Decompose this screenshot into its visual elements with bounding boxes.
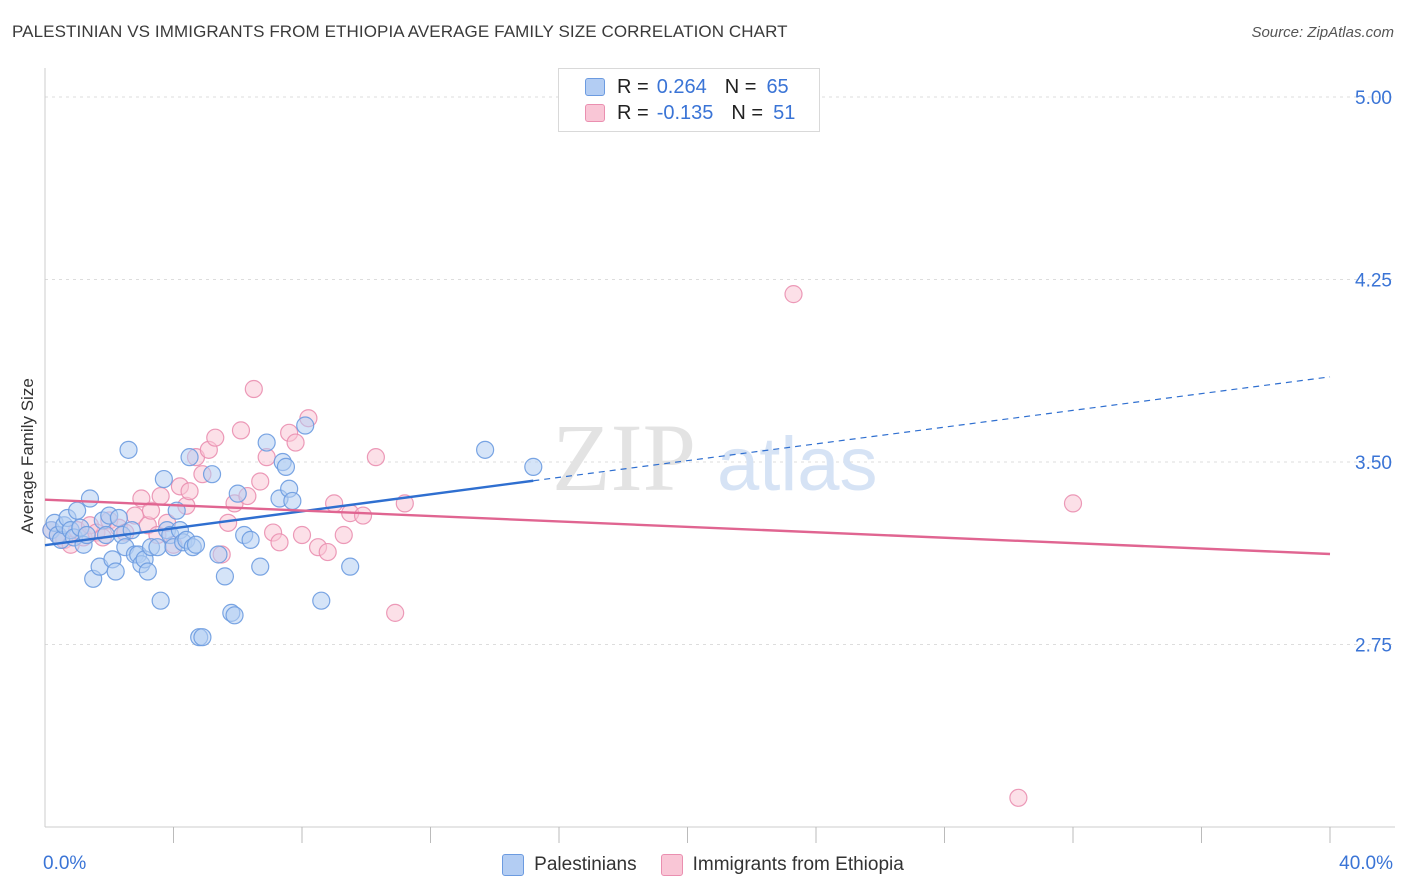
legend-label-ethiopia: Immigrants from Ethiopia — [692, 854, 904, 875]
point-palestinian — [68, 501, 87, 520]
point-palestinian — [119, 440, 138, 459]
r-label: R = — [617, 75, 649, 98]
point-ethiopia — [151, 486, 170, 506]
point-ethiopia — [366, 448, 385, 467]
trend-line-palestinians-extension — [533, 376, 1331, 482]
point-palestinian — [215, 567, 234, 586]
point-palestinian — [202, 465, 222, 484]
point-ethiopia — [270, 533, 289, 552]
r-value-ethiopia: -0.135 — [656, 101, 714, 124]
point-palestinian — [257, 433, 276, 452]
source-label: Source: ZipAtlas.com — [1251, 24, 1394, 41]
watermark-zip: ZIP — [552, 404, 696, 511]
point-palestinian — [241, 530, 260, 549]
watermark-atlas: atlas — [717, 422, 878, 507]
series-legend: Palestinians Immigrants from Ethiopia — [0, 851, 1406, 879]
y-tick-label: 5.00 — [1355, 88, 1392, 109]
point-ethiopia — [231, 421, 251, 440]
legend-swatch-blue — [502, 854, 525, 876]
watermark: ZIP atlas — [552, 404, 878, 511]
point-palestinian — [524, 457, 543, 476]
point-palestinian — [186, 535, 206, 554]
correlation-legend: R = 0.264 N = 65 R = -0.135 N = 51 — [558, 68, 820, 132]
point-palestinian — [151, 591, 170, 610]
legend-row-palestinians: R = 0.264 N = 65 — [585, 74, 789, 100]
r-label: R = — [617, 101, 649, 124]
point-palestinian — [154, 469, 173, 489]
point-palestinian — [225, 606, 244, 625]
y-tick-label: 3.50 — [1355, 453, 1392, 474]
axis-layer — [44, 68, 1395, 843]
point-ethiopia — [206, 428, 225, 447]
point-palestinian — [122, 521, 141, 540]
point-palestinian — [209, 545, 228, 564]
chart-title: PALESTINIAN VS IMMIGRANTS FROM ETHIOPIA … — [12, 22, 788, 41]
point-ethiopia — [286, 433, 305, 452]
trend-line-ethiopia — [44, 498, 1331, 556]
point-palestinian — [96, 525, 116, 545]
point-palestinian — [476, 440, 495, 459]
point-ethiopia — [244, 379, 263, 399]
legend-row-ethiopia: R = -0.135 N = 51 — [585, 100, 795, 126]
grid-layer — [45, 96, 1395, 646]
point-ethiopia — [1009, 788, 1028, 807]
point-palestinian — [193, 628, 212, 647]
point-palestinian — [283, 491, 302, 511]
point-palestinian — [276, 457, 296, 476]
point-ethiopia — [141, 501, 161, 520]
legend-item-ethiopia[interactable]: Immigrants from Ethiopia — [660, 854, 904, 876]
legend-label-palestinians: Palestinians — [534, 854, 637, 875]
point-palestinian — [296, 416, 315, 435]
point-palestinian — [251, 557, 270, 576]
legend-swatch-pink — [660, 854, 683, 876]
point-ethiopia — [334, 525, 353, 545]
y-tick-label: 2.75 — [1355, 636, 1392, 657]
n-value-palestinians: 65 — [766, 75, 789, 98]
point-palestinian — [109, 508, 128, 528]
point-ethiopia — [1063, 494, 1083, 513]
x-tick-label-max: 40.0% — [1339, 853, 1393, 874]
point-ethiopia — [784, 285, 803, 304]
legend-swatch-blue — [585, 78, 605, 96]
point-palestinian — [180, 448, 199, 467]
point-ethiopia — [180, 482, 199, 501]
point-ethiopia — [353, 506, 373, 525]
point-palestinian — [148, 538, 167, 557]
r-value-palestinians: 0.264 — [656, 75, 707, 98]
point-palestinian — [80, 489, 100, 508]
point-ethiopia — [386, 603, 405, 622]
legend-swatch-pink — [585, 104, 605, 122]
y-tick-label: 4.25 — [1355, 271, 1392, 292]
point-ethiopia — [251, 472, 270, 491]
point-ethiopia — [318, 542, 337, 562]
n-value-ethiopia: 51 — [773, 101, 796, 124]
legend-item-palestinians[interactable]: Palestinians — [502, 854, 637, 876]
trend-line-palestinians — [44, 479, 534, 547]
series-palestinians-points — [42, 416, 543, 647]
point-palestinian — [138, 562, 157, 581]
trend-lines — [44, 376, 1331, 556]
point-ethiopia — [292, 525, 312, 545]
point-palestinian — [312, 591, 331, 610]
tick-labels: 5.00 4.25 3.50 2.75 0.0% 40.0% — [43, 88, 1393, 874]
n-label: N = — [731, 101, 764, 124]
point-palestinian — [228, 484, 247, 503]
point-palestinian — [341, 557, 360, 576]
point-ethiopia — [325, 494, 344, 513]
point-palestinian — [106, 562, 125, 581]
n-label: N = — [724, 75, 757, 98]
x-tick-label-min: 0.0% — [43, 853, 86, 874]
